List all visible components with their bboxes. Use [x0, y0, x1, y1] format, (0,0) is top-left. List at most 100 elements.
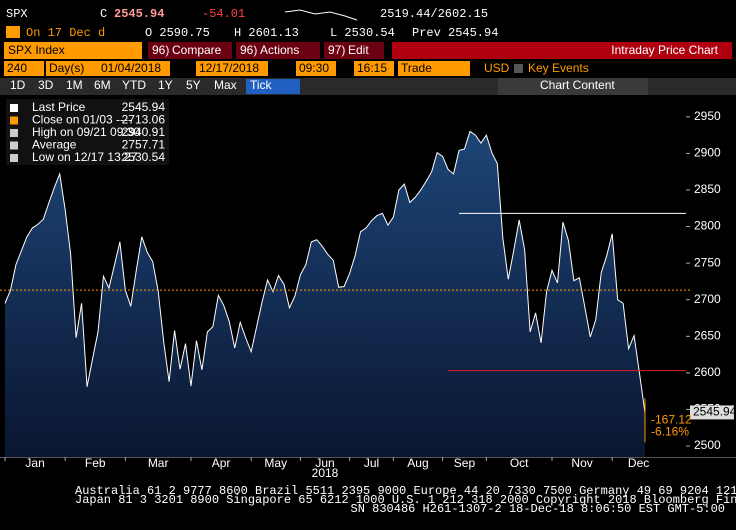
- y-tick-label: 2950: [694, 109, 721, 123]
- x-tick-label: Jan: [25, 456, 44, 470]
- currency: USD: [484, 61, 510, 75]
- range-button[interactable]: 1Y: [158, 78, 173, 92]
- range-button[interactable]: 1M: [66, 78, 83, 92]
- footer-line: Australia 61 2 9777 8600 Brazil 5511 239…: [75, 484, 736, 498]
- legend-swatch: [10, 116, 18, 125]
- input-end: 12/17/2018: [199, 61, 259, 75]
- menu-label: Compare: [172, 43, 222, 57]
- y-tick-label: 2600: [694, 365, 721, 379]
- x-tick-label: Dec: [628, 456, 649, 470]
- close-flag: C: [100, 7, 107, 21]
- legend-swatch: [10, 154, 18, 162]
- input-box[interactable]: [296, 61, 336, 76]
- range-button[interactable]: 5Y: [186, 78, 201, 92]
- area: [5, 131, 645, 457]
- menu-label: Edit: [348, 43, 369, 57]
- input-box[interactable]: [98, 61, 170, 76]
- legend-box: [6, 99, 169, 165]
- range-button[interactable]: 1D: [10, 78, 26, 92]
- axis-line: [0, 457, 736, 458]
- input-period: 240: [7, 61, 27, 75]
- last-price: 2545.94: [114, 7, 164, 21]
- menu-num: 97): [328, 43, 345, 57]
- legend-label: Close on 01/03 ----: [32, 113, 132, 127]
- x-tick-label: Feb: [85, 456, 106, 470]
- content-button[interactable]: [498, 78, 648, 95]
- diff-pct: -6.16%: [651, 425, 689, 439]
- legend-swatch: [10, 104, 18, 112]
- security: SPX Index: [8, 43, 65, 57]
- x-tick-label: Jun: [315, 456, 334, 470]
- low: L 2530.54: [330, 26, 395, 40]
- menu-button[interactable]: [236, 42, 320, 59]
- legend-swatch: [10, 129, 18, 137]
- input-field: Trade: [401, 61, 432, 75]
- y-tick-label: 2700: [694, 292, 721, 306]
- events: Key Events: [528, 61, 589, 75]
- range-active[interactable]: [246, 79, 300, 94]
- legend-label: High on 09/21 09:30: [32, 125, 140, 139]
- security-box[interactable]: [4, 42, 142, 59]
- legend-label: Last Price: [32, 100, 86, 114]
- legend-value: 2713.06: [122, 113, 166, 127]
- menu-button[interactable]: [148, 42, 232, 59]
- input-start: 01/04/2018: [101, 61, 161, 75]
- x-tick-label: Sep: [454, 456, 476, 470]
- menu-num: 96): [240, 43, 257, 57]
- input-unit: Day(s): [49, 61, 84, 75]
- range-button[interactable]: Tick: [250, 78, 273, 92]
- high: H 2601.13: [234, 26, 299, 40]
- y-tick-label: 2650: [694, 328, 721, 342]
- input-box[interactable]: [354, 61, 394, 76]
- legend-value: 2757.71: [122, 138, 166, 152]
- icon: [6, 26, 20, 38]
- x-tick-label: Jul: [364, 456, 379, 470]
- menu-num: 96): [152, 43, 169, 57]
- x-tick-label: Apr: [212, 456, 231, 470]
- date: On 17 Dec d: [26, 26, 105, 40]
- input-box[interactable]: [46, 61, 98, 76]
- y-tick-label: 2750: [694, 255, 721, 269]
- last-label: 2545.94: [693, 405, 736, 419]
- ticker: SPX: [6, 7, 28, 21]
- y-tick-label: 2500: [694, 438, 721, 452]
- content: Chart Content: [540, 78, 615, 92]
- y-tick-label: 2800: [694, 219, 721, 233]
- legend-label: Low on 12/17 13:27: [32, 150, 138, 164]
- menu-label: Actions: [260, 43, 299, 57]
- sparkline: [284, 9, 358, 21]
- y-tick-label: 2850: [694, 182, 721, 196]
- diff: -167.12: [651, 413, 692, 427]
- x-tick-label: May: [264, 456, 287, 470]
- input-box[interactable]: [398, 61, 470, 76]
- x-tick-label: Nov: [571, 456, 592, 470]
- legend-value: 2545.94: [122, 100, 166, 114]
- x-axis-label: 2018: [312, 466, 339, 480]
- events-check[interactable]: [514, 64, 523, 73]
- title: Intraday Price Chart: [611, 43, 718, 57]
- menu-button[interactable]: [324, 42, 384, 59]
- price-line: [4, 130, 646, 414]
- range-button[interactable]: YTD: [122, 78, 146, 92]
- input-box[interactable]: [4, 61, 44, 76]
- legend-swatch: [10, 141, 18, 150]
- range: 2519.44/2602.15: [380, 7, 488, 21]
- legend-value: 2940.91: [122, 125, 166, 139]
- input-to: 16:15: [357, 61, 387, 75]
- input-box[interactable]: [196, 61, 268, 76]
- title-bar: [392, 42, 732, 59]
- open: O 2590.75: [145, 26, 210, 40]
- legend-label: Average: [32, 138, 77, 152]
- input-from: 09:30: [299, 61, 329, 75]
- range-button[interactable]: 3D: [38, 78, 54, 92]
- range-button[interactable]: Max: [214, 78, 237, 92]
- x-tick-label: Mar: [148, 456, 169, 470]
- footer-line: SN 830486 H261-1307-2 18-Dec-18 8:06:50 …: [351, 502, 725, 516]
- footer-line: Japan 81 3 3201 8900 Singapore 65 6212 1…: [75, 493, 736, 507]
- prev: Prev 2545.94: [412, 26, 498, 40]
- last-box: [690, 405, 734, 420]
- range-button[interactable]: 6M: [94, 78, 111, 92]
- x-tick-label: Aug: [407, 456, 428, 470]
- x-tick-label: Oct: [510, 456, 529, 470]
